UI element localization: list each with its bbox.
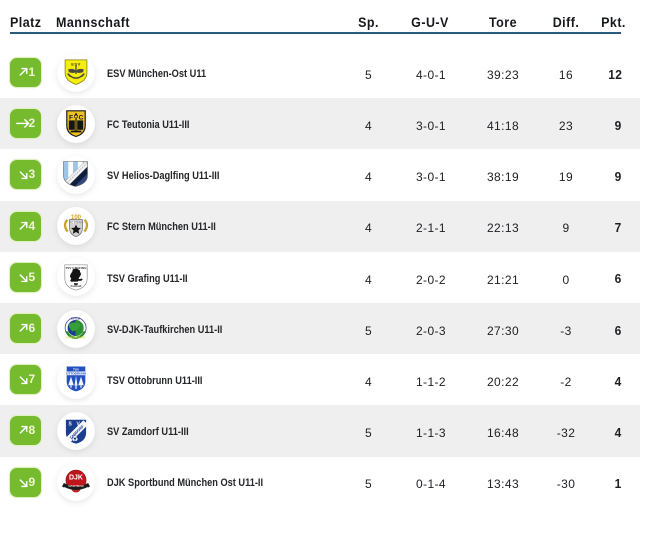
- svg-text:C: C: [79, 114, 84, 121]
- svg-text:FC STERN: FC STERN: [70, 221, 83, 225]
- svg-text:SPORTBUND: SPORTBUND: [68, 485, 84, 488]
- svg-text:TSV GRAFING: TSV GRAFING: [65, 266, 87, 270]
- svg-text:V: V: [77, 422, 81, 428]
- svg-text:OTTOBRUNN: OTTOBRUNN: [66, 371, 86, 375]
- svg-text:Fußball: Fußball: [71, 285, 82, 289]
- svg-text:ESV: ESV: [71, 61, 81, 66]
- svg-text:100: 100: [71, 215, 82, 221]
- svg-text:S: S: [69, 422, 73, 428]
- svg-text:DJK: DJK: [69, 475, 83, 482]
- svg-text:SV-DJK: SV-DJK: [71, 316, 80, 320]
- svg-text:TSV: TSV: [73, 367, 80, 371]
- svg-text:TAUFKIRCHEN: TAUFKIRCHEN: [66, 335, 85, 339]
- svg-text:F: F: [69, 114, 73, 121]
